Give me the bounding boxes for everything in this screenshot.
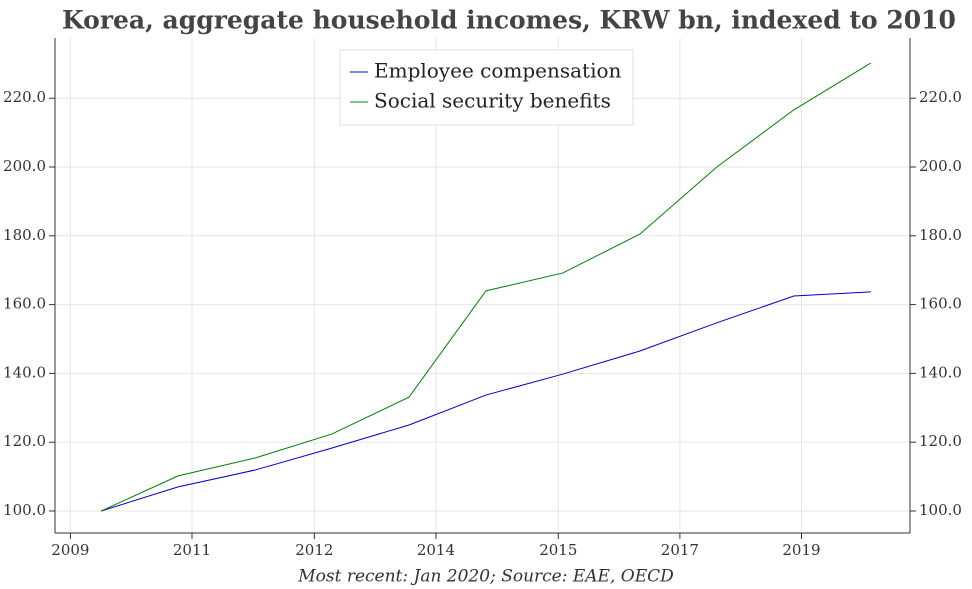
y-tick-label: 100.0	[3, 501, 46, 519]
legend-box	[339, 49, 634, 126]
series-line	[101, 291, 871, 512]
y2-tick-label: 160.0	[919, 295, 962, 313]
series-line	[100, 62, 872, 512]
y-tick-label: 140.0	[3, 363, 46, 381]
y-tick-label: 120.0	[3, 432, 46, 450]
y-tick-label: 200.0	[3, 157, 46, 175]
y-tick-label: 180.0	[3, 226, 46, 244]
x-tick-label: 2014	[417, 541, 455, 559]
x-tick-label: 2012	[295, 541, 333, 559]
y2-tick-label: 200.0	[919, 157, 962, 175]
caption: Most recent: Jan 2020; Source: EAE, OECD	[297, 567, 674, 587]
legend-label: Social security benefits	[374, 89, 611, 113]
y2-tick-label: 120.0	[919, 432, 962, 450]
y-tick-label: 160.0	[3, 295, 46, 313]
y2-tick-label: 220.0	[919, 88, 962, 106]
y2-tick-label: 100.0	[919, 501, 962, 519]
x-tick-label: 2009	[51, 541, 89, 559]
x-tick-label: 2011	[173, 541, 211, 559]
legend-label: Employee compensation	[374, 59, 622, 83]
y2-tick-label: 140.0	[919, 363, 962, 381]
x-tick-label: 2019	[782, 541, 820, 559]
x-tick-label: 2015	[539, 541, 577, 559]
x-tick-label: 2017	[661, 541, 699, 559]
y2-tick-label: 180.0	[919, 226, 962, 244]
chart-title: Korea, aggregate household incomes, KRW …	[62, 6, 956, 35]
y-tick-label: 220.0	[3, 88, 46, 106]
